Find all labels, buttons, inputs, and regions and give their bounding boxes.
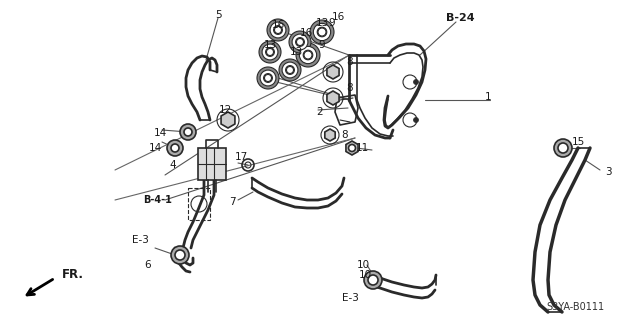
Text: 3: 3 (605, 167, 611, 177)
Text: 10: 10 (358, 270, 372, 280)
Text: B-24: B-24 (445, 13, 474, 23)
Circle shape (264, 74, 273, 82)
Circle shape (349, 145, 355, 152)
Circle shape (270, 22, 286, 38)
Text: 11: 11 (355, 143, 369, 153)
Circle shape (167, 140, 183, 156)
Circle shape (292, 34, 308, 50)
Text: 4: 4 (170, 160, 176, 170)
Circle shape (257, 67, 279, 89)
Bar (188, 188, 210, 220)
Circle shape (558, 143, 568, 153)
Text: 16: 16 (332, 12, 344, 22)
Circle shape (303, 50, 313, 60)
Circle shape (264, 75, 271, 81)
Polygon shape (325, 129, 335, 141)
Circle shape (285, 66, 294, 74)
Text: B-4-1: B-4-1 (143, 195, 172, 205)
Polygon shape (327, 65, 339, 79)
Circle shape (413, 79, 419, 85)
Text: 13: 13 (289, 47, 303, 57)
Circle shape (262, 44, 278, 60)
Circle shape (296, 43, 320, 67)
Circle shape (184, 128, 192, 136)
Circle shape (279, 59, 301, 81)
Text: 12: 12 (218, 105, 232, 115)
Bar (198, 148, 226, 180)
Text: 8: 8 (347, 83, 353, 93)
Text: FR.: FR. (62, 269, 84, 281)
Text: 15: 15 (572, 137, 584, 147)
Circle shape (304, 51, 312, 59)
Text: 9: 9 (329, 18, 335, 28)
Text: E-3: E-3 (342, 293, 358, 303)
Circle shape (259, 41, 281, 63)
Circle shape (180, 124, 196, 140)
Circle shape (368, 275, 378, 285)
Text: 7: 7 (228, 197, 236, 207)
Text: 5: 5 (214, 10, 221, 20)
Text: 13: 13 (264, 40, 276, 50)
Circle shape (260, 70, 276, 86)
Text: 13: 13 (316, 18, 328, 28)
Text: 2: 2 (317, 107, 323, 117)
Circle shape (318, 28, 326, 36)
Text: 14: 14 (148, 143, 162, 153)
Circle shape (296, 38, 305, 46)
Text: 16: 16 (271, 20, 285, 30)
Circle shape (282, 62, 298, 78)
Circle shape (171, 144, 179, 152)
Text: 8: 8 (347, 57, 353, 67)
Text: 1: 1 (484, 92, 492, 102)
Circle shape (175, 250, 185, 260)
Text: S3YA-B0111: S3YA-B0111 (546, 302, 604, 312)
Circle shape (296, 39, 303, 46)
Circle shape (267, 19, 289, 41)
Text: 14: 14 (154, 128, 166, 138)
Circle shape (310, 20, 334, 44)
Circle shape (300, 46, 317, 63)
Text: 16: 16 (300, 28, 312, 38)
Circle shape (554, 139, 572, 157)
Circle shape (287, 66, 294, 73)
Circle shape (171, 246, 189, 264)
Circle shape (275, 26, 282, 33)
Polygon shape (327, 91, 339, 105)
Circle shape (413, 117, 419, 122)
Text: E-3: E-3 (132, 235, 148, 245)
Circle shape (317, 27, 327, 37)
Circle shape (314, 23, 331, 41)
Text: 10: 10 (356, 260, 369, 270)
Circle shape (364, 271, 382, 289)
Polygon shape (221, 112, 235, 128)
Text: 6: 6 (145, 260, 151, 270)
Circle shape (266, 48, 273, 56)
Text: 8: 8 (342, 130, 348, 140)
Polygon shape (346, 141, 358, 155)
Text: 9: 9 (319, 40, 325, 50)
Circle shape (289, 31, 311, 53)
Circle shape (274, 26, 282, 34)
Circle shape (266, 48, 275, 56)
Text: 17: 17 (234, 152, 248, 162)
